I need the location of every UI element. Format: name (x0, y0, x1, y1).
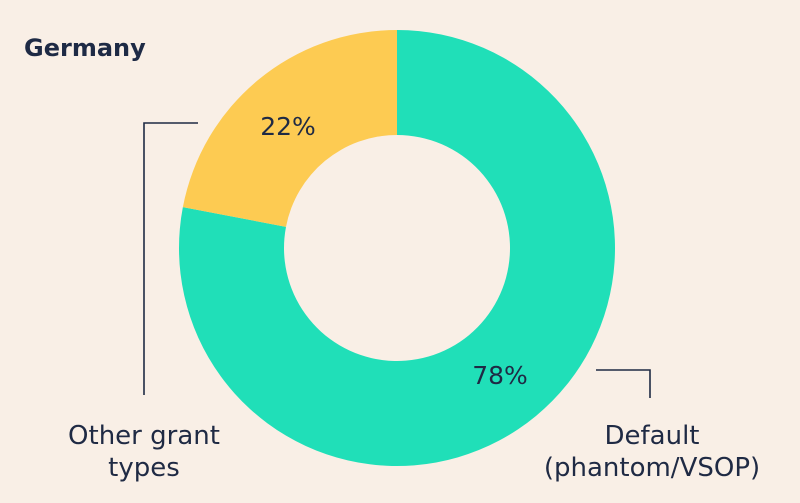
connector-other (143, 122, 198, 395)
legend-line: Default (604, 421, 700, 451)
connector-default (596, 369, 651, 398)
value-label-other-grant-types: 22% (260, 112, 316, 141)
chart-title: Germany (24, 34, 146, 62)
value-label-default: 78% (472, 361, 528, 390)
legend-label-default: Default (phantom/VSOP) (532, 420, 772, 484)
legend-line: Other grant (68, 421, 220, 451)
legend-line: types (108, 453, 180, 483)
slice-default (178, 30, 615, 466)
legend-label-other-grant-types: Other grant types (54, 420, 234, 484)
legend-line: (phantom/VSOP) (543, 453, 761, 483)
slice-other-grant-types (182, 30, 397, 227)
